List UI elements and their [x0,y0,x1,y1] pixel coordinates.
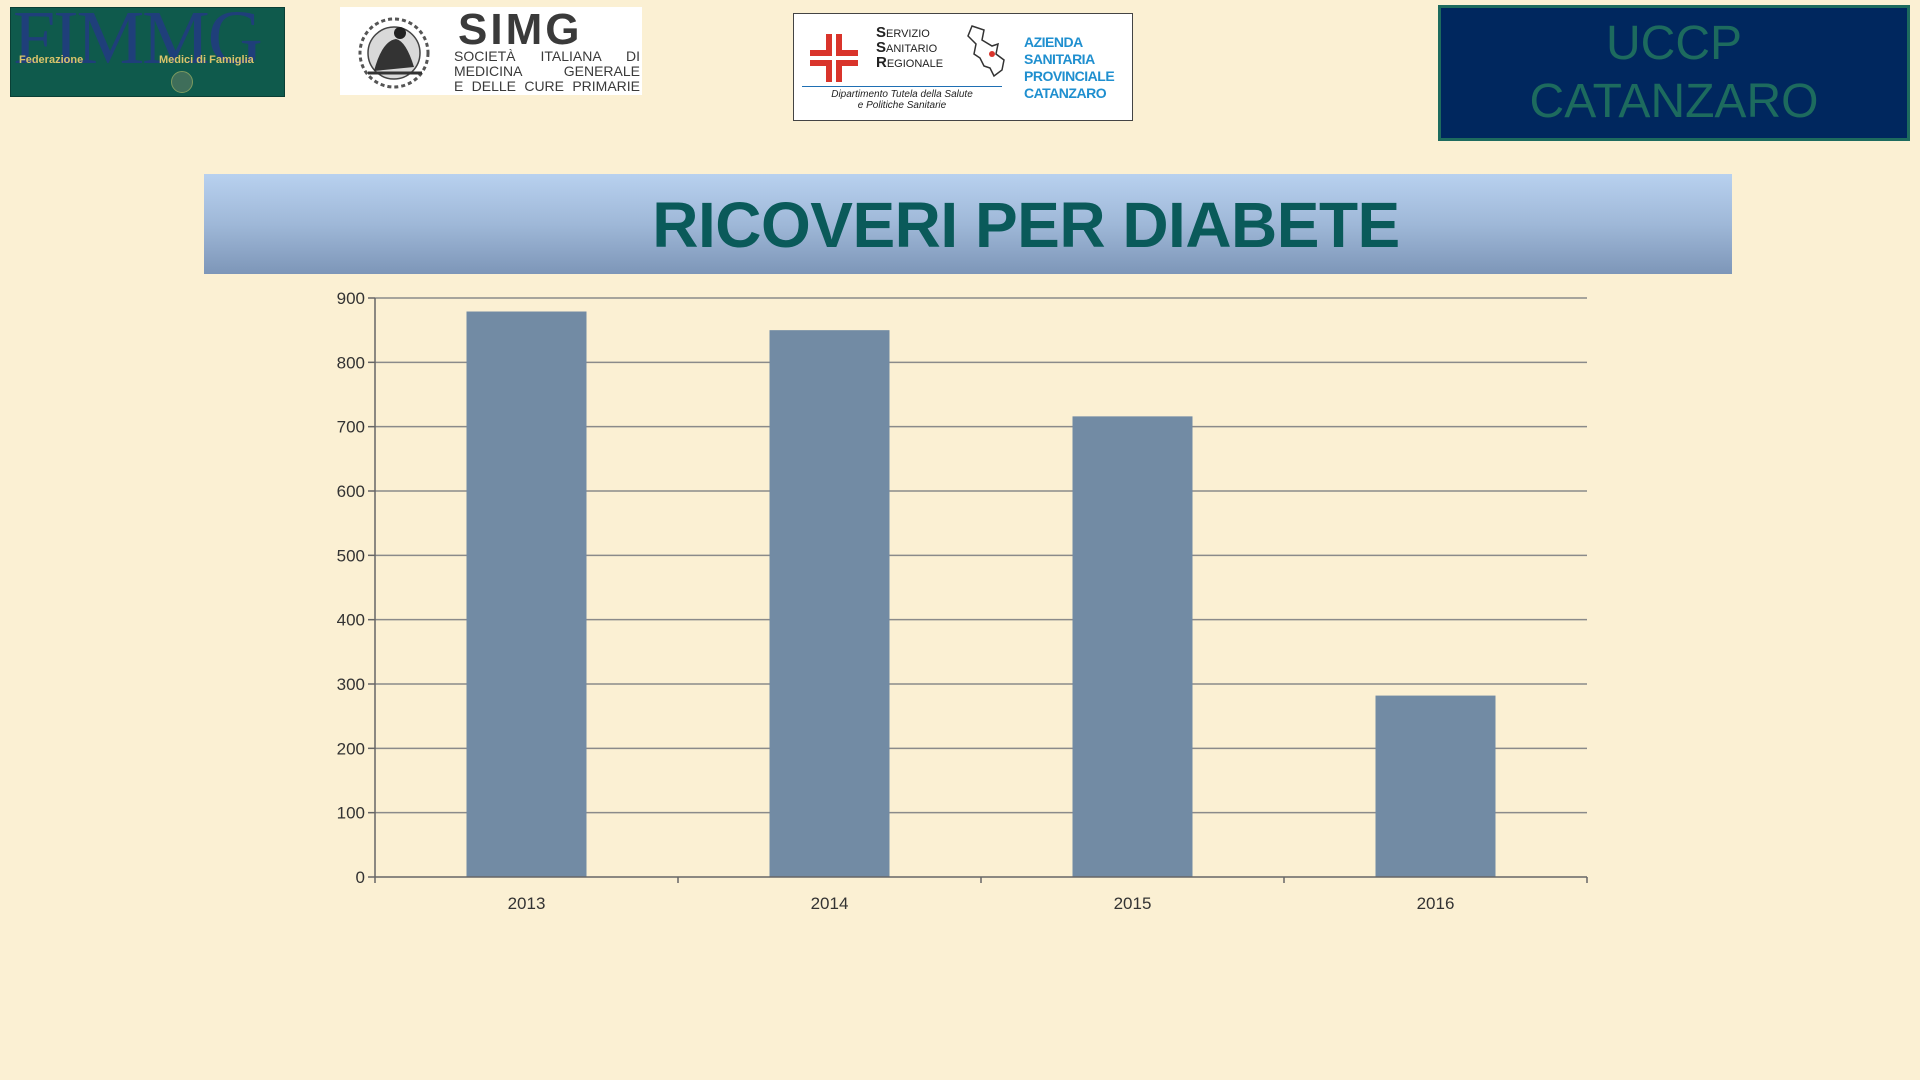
ssr-initial: S [876,39,887,56]
ssr-initial: R [876,54,887,71]
ssr-department: Dipartimento Tutela della Salute e Polit… [802,86,1002,111]
x-tick-label: 2016 [1417,894,1455,913]
simg-name: SIMG [458,5,583,54]
uccp-line: UCCP [1605,17,1742,70]
bar [1072,416,1193,877]
slide-title: RICOVERI PER DIABETE [652,189,1400,261]
axes [368,297,1588,883]
simg-subtitle-line: E DELLE CURE PRIMARIE [454,78,640,94]
y-tick-label: 0 [356,868,365,887]
simg-subtitle-line: SOCIETÀ ITALIANA DI [454,48,640,64]
asp-line: AZIENDA [1024,34,1083,50]
simg-logo: SIMG SOCIETÀ ITALIANA DI MEDICINA GENERA… [340,5,642,95]
uccp-catanzaro-box: UCCP CATANZARO [1438,5,1910,141]
x-tick-labels: 2013 2014 2015 2016 [508,894,1455,913]
ssr-line: ANITARIO [886,43,938,55]
x-tick-label: 2015 [1114,894,1152,913]
ssr-department-line: e Politiche Sanitarie [857,100,947,111]
y-tick-label: 500 [337,546,365,565]
x-tick-label: 2013 [508,894,546,913]
y-tick-label: 400 [337,611,365,630]
uccp-line: CATANZARO [1529,75,1819,128]
bar [466,311,587,877]
y-tick-labels: 0 100 200 300 400 500 600 700 800 900 [337,289,365,887]
fimmg-logo-right-label: Medici di Famiglia [159,54,254,66]
red-cross-icon [810,34,858,82]
fimmg-logo: FIMMG Federazione Medici di Famiglia [10,7,285,97]
y-tick-label: 600 [337,482,365,501]
y-tick-label: 700 [337,418,365,437]
asp-catanzaro-name: AZIENDA SANITARIA PROVINCIALE CATANZARO [1024,34,1115,102]
asp-line: CATANZARO [1024,85,1107,101]
asp-line: PROVINCIALE [1024,68,1115,84]
fimmg-logo-left-label: Federazione [19,54,84,66]
y-tick-label: 300 [337,675,365,694]
fimmg-seal-icon [171,71,193,93]
simg-subtitle-line: MEDICINA GENERALE [454,63,640,79]
simg-emblem-icon [358,17,430,89]
fimmg-logo-mark: FIMMG [13,7,263,80]
simg-subtitle: SOCIETÀ ITALIANA DI MEDICINA GENERALE E … [454,49,640,94]
ssr-text: SERVIZIO SANITARIO REGIONALE [876,24,944,71]
ssr-department-line: Dipartimento Tutela della Salute [831,89,973,100]
calabria-map-icon [967,25,1005,78]
y-tick-label: 800 [337,353,365,372]
bar [1375,695,1496,877]
y-tick-label: 100 [337,804,365,823]
ssr-initial: S [876,24,887,41]
y-tick-label: 900 [337,289,365,308]
ssr-line: EGIONALE [886,58,944,70]
y-tick-label: 200 [337,739,365,758]
bar [769,330,890,878]
ssr-line: ERVIZIO [886,28,930,40]
bars [466,311,1496,878]
x-tick-label: 2014 [811,894,849,913]
asp-line: SANITARIA [1024,51,1095,67]
ssr-logo: SERVIZIO SANITARIO REGIONALE Dipartiment… [793,13,1133,121]
title-banner: RICOVERI PER DIABETE [204,174,1732,274]
